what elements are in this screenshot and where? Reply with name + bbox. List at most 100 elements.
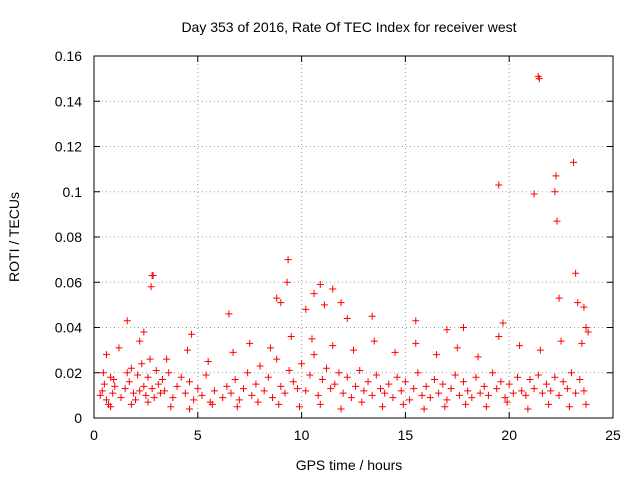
data-point bbox=[296, 403, 304, 411]
data-point bbox=[514, 373, 522, 381]
data-point bbox=[545, 400, 553, 408]
data-point bbox=[350, 346, 357, 354]
data-point bbox=[535, 75, 543, 83]
data-point bbox=[190, 396, 198, 404]
data-point bbox=[339, 389, 347, 397]
data-point bbox=[323, 364, 331, 372]
y-tick-label: 0.04 bbox=[55, 320, 82, 336]
data-point bbox=[552, 172, 560, 180]
data-point bbox=[210, 387, 218, 395]
data-point bbox=[447, 385, 455, 393]
x-tick-label: 15 bbox=[398, 427, 414, 443]
data-point bbox=[364, 378, 372, 386]
data-point bbox=[181, 389, 189, 397]
data-point bbox=[426, 394, 434, 402]
data-point bbox=[109, 389, 117, 397]
data-point bbox=[578, 339, 586, 347]
data-point bbox=[121, 385, 129, 393]
data-point bbox=[335, 369, 343, 377]
data-point bbox=[198, 391, 206, 399]
data-point bbox=[570, 158, 578, 166]
data-point bbox=[391, 348, 399, 356]
x-tick-label: 0 bbox=[90, 427, 98, 443]
data-point bbox=[173, 382, 181, 390]
data-point bbox=[482, 403, 490, 411]
data-point bbox=[306, 371, 314, 379]
data-point bbox=[102, 351, 110, 359]
data-point bbox=[152, 366, 160, 374]
data-point bbox=[284, 256, 292, 264]
data-point bbox=[142, 391, 150, 399]
data-point bbox=[493, 385, 501, 393]
data-points bbox=[96, 72, 592, 413]
data-point bbox=[146, 355, 154, 363]
data-point bbox=[277, 299, 285, 307]
grid-lines bbox=[94, 56, 613, 418]
data-point bbox=[100, 380, 108, 388]
data-point bbox=[499, 319, 507, 327]
data-point bbox=[414, 369, 422, 377]
data-point bbox=[310, 290, 318, 298]
data-point bbox=[530, 385, 538, 393]
data-point bbox=[495, 181, 503, 189]
data-point bbox=[368, 391, 376, 399]
data-point bbox=[239, 385, 247, 393]
data-point bbox=[154, 380, 162, 388]
data-point bbox=[150, 394, 158, 402]
data-point bbox=[337, 405, 345, 413]
data-point bbox=[580, 387, 588, 395]
data-point bbox=[235, 396, 243, 404]
data-point bbox=[127, 400, 135, 408]
data-point bbox=[136, 337, 144, 345]
data-point bbox=[289, 378, 297, 386]
y-tick-label: 0.14 bbox=[55, 93, 82, 109]
data-point bbox=[314, 391, 322, 399]
data-point bbox=[102, 396, 110, 404]
data-point bbox=[418, 391, 426, 399]
data-point bbox=[352, 382, 360, 390]
data-point bbox=[320, 301, 328, 309]
data-point bbox=[266, 344, 274, 352]
data-point bbox=[134, 371, 142, 379]
y-axis-label: ROTI / TECUs bbox=[6, 192, 22, 282]
data-point bbox=[534, 371, 542, 379]
data-point bbox=[156, 389, 164, 397]
data-point bbox=[443, 396, 451, 404]
data-point bbox=[285, 366, 293, 374]
data-point bbox=[462, 400, 470, 408]
data-point bbox=[572, 269, 580, 277]
data-point bbox=[385, 380, 393, 388]
data-point bbox=[275, 400, 283, 408]
data-point bbox=[347, 394, 355, 402]
data-point bbox=[379, 403, 387, 411]
data-point bbox=[98, 387, 106, 395]
data-point bbox=[410, 385, 418, 393]
data-point bbox=[530, 190, 538, 198]
data-point bbox=[148, 385, 156, 393]
data-point bbox=[576, 376, 584, 384]
data-point bbox=[555, 391, 563, 399]
data-point bbox=[329, 342, 337, 350]
data-point bbox=[277, 382, 285, 390]
data-point bbox=[256, 362, 264, 370]
y-tick-label: 0.1 bbox=[63, 184, 83, 200]
data-point bbox=[208, 400, 216, 408]
data-point bbox=[584, 328, 592, 336]
data-point bbox=[381, 389, 389, 397]
data-point bbox=[553, 217, 561, 225]
data-point bbox=[138, 360, 146, 368]
data-point bbox=[389, 394, 397, 402]
data-point bbox=[358, 398, 366, 406]
data-point bbox=[260, 387, 268, 395]
chart-title: Day 353 of 2016, Rate Of TEC Index for r… bbox=[181, 19, 516, 35]
data-point bbox=[185, 405, 193, 413]
data-point bbox=[412, 339, 420, 347]
data-point bbox=[360, 387, 368, 395]
data-point bbox=[412, 317, 420, 325]
data-point bbox=[144, 373, 152, 381]
data-point bbox=[96, 391, 104, 399]
data-point bbox=[572, 389, 580, 397]
data-point bbox=[327, 385, 335, 393]
data-point bbox=[484, 391, 492, 399]
